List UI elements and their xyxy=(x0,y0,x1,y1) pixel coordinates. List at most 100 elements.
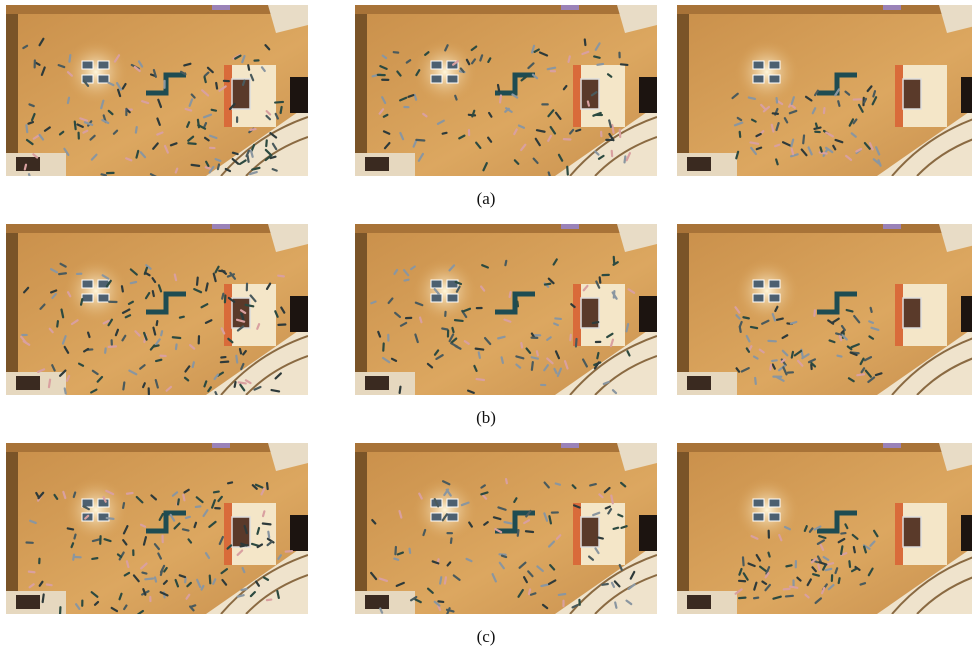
agent xyxy=(107,518,114,519)
agent xyxy=(204,77,205,82)
frame xyxy=(687,595,711,609)
dark-panel xyxy=(961,296,972,332)
wall-top xyxy=(355,443,657,452)
caption: (a) xyxy=(0,189,972,209)
light-fixture xyxy=(431,280,442,288)
agent xyxy=(602,584,607,585)
agent xyxy=(420,318,421,323)
agent xyxy=(455,320,463,321)
agent xyxy=(49,380,50,387)
agent xyxy=(257,528,259,534)
agent xyxy=(157,321,158,325)
agent xyxy=(188,143,195,144)
agent xyxy=(228,482,232,483)
light-glow xyxy=(64,40,128,104)
light-fixture xyxy=(769,499,780,507)
frame xyxy=(16,376,40,390)
agent xyxy=(131,282,136,283)
wall-top xyxy=(677,224,972,233)
box-side xyxy=(224,503,232,565)
agent xyxy=(621,64,627,65)
light-glow xyxy=(735,40,799,104)
window xyxy=(561,443,579,448)
agent xyxy=(614,257,615,264)
agent xyxy=(772,360,777,361)
agent xyxy=(625,156,626,162)
wall-left xyxy=(355,224,367,395)
agent xyxy=(836,568,838,573)
frame xyxy=(16,157,40,171)
agent xyxy=(590,484,596,485)
light-fixture xyxy=(769,513,780,521)
agent xyxy=(438,601,443,602)
wall-top xyxy=(355,224,657,233)
frame xyxy=(687,376,711,390)
agent xyxy=(236,356,237,363)
agent xyxy=(618,515,622,517)
light-fixture xyxy=(82,280,93,288)
agent xyxy=(498,85,499,91)
agent xyxy=(415,95,417,100)
agent xyxy=(840,336,842,340)
agent xyxy=(161,331,162,335)
dark-panel xyxy=(639,515,657,551)
agent xyxy=(569,56,570,61)
agent xyxy=(242,314,243,319)
window xyxy=(883,443,901,448)
agent xyxy=(277,591,279,598)
agent xyxy=(75,122,76,130)
light-glow xyxy=(64,259,128,323)
light-fixture xyxy=(431,75,442,83)
agent xyxy=(178,499,179,504)
agent xyxy=(776,159,777,164)
agent xyxy=(88,333,89,337)
agent xyxy=(451,538,452,542)
window xyxy=(212,443,230,448)
light-fixture xyxy=(431,61,442,69)
agent xyxy=(173,337,180,338)
box-side xyxy=(895,284,903,346)
agent xyxy=(757,148,761,150)
agent xyxy=(278,276,284,277)
agent xyxy=(186,517,190,518)
scene-image xyxy=(677,5,972,176)
agent xyxy=(556,483,560,484)
agent xyxy=(611,496,612,504)
agent xyxy=(238,595,244,596)
wall-left xyxy=(6,224,18,395)
agent xyxy=(740,132,741,137)
agent xyxy=(740,327,741,332)
agent xyxy=(443,133,447,134)
agent xyxy=(839,578,840,583)
agent xyxy=(773,113,778,114)
light-fixture xyxy=(753,513,764,521)
agent xyxy=(532,357,538,358)
agent xyxy=(267,483,268,489)
agent xyxy=(554,323,558,325)
dark-panel xyxy=(639,296,657,332)
picture xyxy=(581,79,599,109)
wall-left xyxy=(6,443,18,614)
agent xyxy=(743,317,748,318)
scene-image xyxy=(6,224,308,395)
agent xyxy=(537,351,538,355)
agent xyxy=(153,291,154,296)
agent xyxy=(505,261,506,265)
agent xyxy=(263,524,271,525)
agent xyxy=(92,558,97,559)
light-fixture xyxy=(753,294,764,302)
scene-image xyxy=(6,443,308,614)
wall-left xyxy=(355,5,367,176)
agent xyxy=(268,532,269,538)
light-fixture xyxy=(769,75,780,83)
agent xyxy=(576,130,580,131)
agent xyxy=(69,55,70,62)
agent xyxy=(410,549,411,553)
light-fixture xyxy=(769,294,780,302)
light-fixture xyxy=(431,294,442,302)
wall-left xyxy=(6,5,18,176)
light-fixture xyxy=(82,61,93,69)
agent xyxy=(559,594,565,595)
agent xyxy=(786,596,793,597)
agent xyxy=(394,559,398,560)
